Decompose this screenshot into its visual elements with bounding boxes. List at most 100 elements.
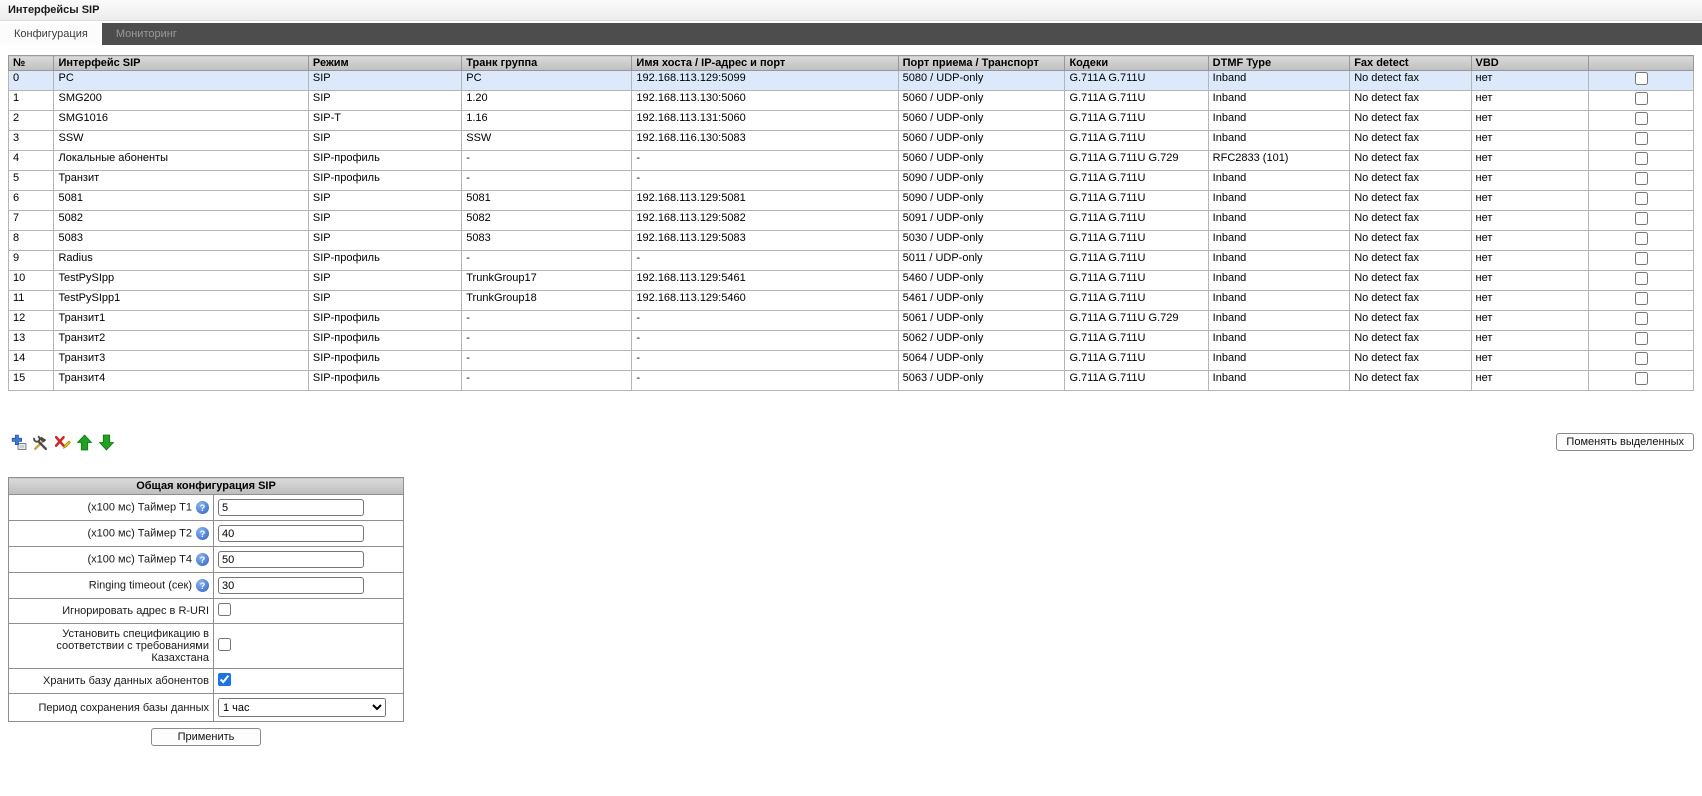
tab-configuration[interactable]: Конфигурация — [0, 23, 102, 45]
table-row[interactable]: 1 SMG200 SIP 1.20 192.168.113.130:5060 5060 /… — [7, 90, 1694, 111]
row-select-checkbox[interactable] — [1634, 152, 1648, 165]
cell-codecs: G.711A G.711U — [1064, 210, 1209, 231]
cell-trunk-group: - — [461, 150, 633, 171]
cell-interface-sip: Транзит3 — [53, 350, 309, 371]
row-select-checkbox[interactable] — [1634, 372, 1648, 385]
row-select-checkbox[interactable] — [1634, 272, 1648, 285]
db-save-period-select[interactable]: 1 час — [218, 698, 386, 717]
timer-t2-field[interactable] — [218, 525, 364, 542]
cell-vbd: нет — [1470, 90, 1590, 111]
cell-vbd: нет — [1470, 210, 1590, 231]
row-select-checkbox[interactable] — [1634, 212, 1648, 225]
cell-select — [1588, 350, 1694, 371]
store-subscriber-db-checkbox[interactable] — [218, 673, 231, 686]
move-up-icon[interactable] — [76, 433, 93, 451]
cell-host-ip-port: 192.168.116.130:5083 — [631, 130, 899, 151]
table-row[interactable]: 10 TestPySIpp SIP TrunkGroup17 192.168.113.1… — [7, 270, 1694, 291]
row-select-checkbox[interactable] — [1634, 232, 1648, 245]
cell-host-ip-port: - — [631, 150, 899, 171]
timer-t4-field[interactable] — [218, 551, 364, 568]
row-select-checkbox[interactable] — [1634, 112, 1648, 125]
table-row[interactable]: 5 Транзит SIP-профиль - -5090 / UDP-only G.71… — [7, 170, 1694, 191]
cell-fax-detect: No detect fax — [1349, 210, 1472, 231]
column-header-select — [1588, 55, 1694, 71]
field-label: Установить спецификацию в соответствии с… — [8, 623, 214, 669]
row-select-checkbox[interactable] — [1634, 312, 1648, 325]
field-control — [213, 623, 404, 669]
table-row[interactable]: 7 5082 SIP 5082 192.168.113.129:5082 5091 / U… — [7, 210, 1694, 231]
table-row[interactable]: 11 TestPySIpp1 SIP TrunkGroup18 192.168.113.… — [7, 290, 1694, 311]
table-row[interactable]: 2 SMG1016 SIP-T 1.16 192.168.113.131:5060 506… — [7, 110, 1694, 131]
row-select-checkbox[interactable] — [1634, 92, 1648, 105]
row-select-checkbox[interactable] — [1634, 332, 1648, 345]
table-row[interactable]: 12 Транзит1 SIP-профиль - -5061 / UDP-only G.… — [7, 310, 1694, 331]
cell-interface-sip: TestPySIpp — [53, 270, 309, 291]
help-icon[interactable] — [196, 579, 209, 592]
table-row[interactable]: 14 Транзит3 SIP-профиль - -5064 / UDP-only G.… — [7, 350, 1694, 371]
tab-monitoring[interactable]: Мониторинг — [115, 28, 177, 40]
table-actions-row: Поменять выделенных — [8, 433, 1694, 451]
cell-num: 5 — [7, 170, 55, 191]
row-select-checkbox[interactable] — [1634, 132, 1648, 145]
help-icon[interactable] — [196, 501, 209, 514]
cell-codecs: G.711A G.711U — [1064, 270, 1209, 291]
cell-vbd: нет — [1470, 290, 1590, 311]
column-header-codecs: Кодеки — [1064, 55, 1209, 71]
cell-rx-port-transport: 5060 / UDP-only — [897, 150, 1066, 171]
table-row[interactable]: 9 Radius SIP-профиль - -5011 / UDP-only G.711… — [7, 250, 1694, 271]
table-row[interactable]: 8 5083 SIP 5083 192.168.113.129:5083 5030 / U… — [7, 230, 1694, 251]
help-icon[interactable] — [196, 553, 209, 566]
cell-dtmf-type: Inband — [1207, 170, 1351, 191]
kazakhstan-spec-checkbox[interactable] — [218, 638, 231, 651]
cell-codecs: G.711A G.711U — [1064, 370, 1209, 391]
row-select-checkbox[interactable] — [1634, 72, 1648, 85]
field-control — [213, 572, 404, 599]
row-select-checkbox[interactable] — [1634, 292, 1648, 305]
apply-button[interactable]: Применить — [150, 728, 262, 746]
edit-interface-icon[interactable] — [32, 434, 49, 451]
field-label-text: Установить спецификацию в соответствии с… — [56, 628, 209, 664]
row-select-checkbox[interactable] — [1634, 192, 1648, 205]
cell-vbd: нет — [1470, 150, 1590, 171]
column-header-rx-port-transport: Порт приема / Транспорт — [897, 55, 1066, 71]
row-select-checkbox[interactable] — [1634, 352, 1648, 365]
cell-select — [1588, 150, 1694, 171]
timer-t1-field[interactable] — [218, 499, 364, 516]
table-row[interactable]: 3 SSW SIP SSW 192.168.116.130:5083 5060 / UDP… — [7, 130, 1694, 151]
cell-num: 11 — [7, 290, 55, 311]
ignore-r-uri-checkbox[interactable] — [218, 603, 231, 616]
cell-num: 12 — [7, 310, 55, 331]
table-row[interactable]: 4 Локальные абоненты SIP-профиль - -5060 / U… — [7, 150, 1694, 171]
table-row[interactable]: 13 Транзит2 SIP-профиль - -5062 / UDP-only G.… — [7, 330, 1694, 351]
cell-mode: SIP-профиль — [307, 150, 463, 171]
delete-interface-icon[interactable] — [54, 434, 71, 451]
cell-num: 10 — [7, 270, 55, 291]
field-label: Игнорировать адрес в R-URI — [8, 598, 214, 624]
row-select-checkbox[interactable] — [1634, 172, 1648, 185]
cell-num: 13 — [7, 330, 55, 351]
swap-selected-button[interactable]: Поменять выделенных — [1556, 433, 1694, 451]
cell-codecs: G.711A G.711U — [1064, 90, 1209, 111]
cell-select — [1588, 130, 1694, 151]
table-row[interactable]: 0 PC SIP PC 192.168.113.129:5099 5080 / UDP-o… — [7, 70, 1694, 91]
cell-codecs: G.711A G.711U — [1064, 170, 1209, 191]
help-icon[interactable] — [196, 527, 209, 540]
cell-mode: SIP — [307, 70, 463, 91]
cell-mode: SIP — [307, 130, 463, 151]
cell-select — [1588, 370, 1694, 391]
move-down-icon[interactable] — [98, 434, 115, 451]
form-row: Хранить базу данных абонентов — [8, 668, 404, 694]
cell-mode: SIP — [307, 230, 463, 251]
cell-fax-detect: No detect fax — [1349, 250, 1472, 271]
field-control — [213, 668, 404, 694]
cell-trunk-group: 1.20 — [461, 90, 633, 111]
add-interface-icon[interactable] — [10, 434, 27, 451]
cell-mode: SIP — [307, 90, 463, 111]
ringing-timeout-field[interactable] — [218, 577, 364, 594]
cell-host-ip-port: 192.168.113.129:5081 — [631, 190, 899, 211]
cell-trunk-group: - — [461, 250, 633, 271]
cell-trunk-group: 1.16 — [461, 110, 633, 131]
table-row[interactable]: 15 Транзит4 SIP-профиль - -5063 / UDP-only G.… — [7, 370, 1694, 391]
row-select-checkbox[interactable] — [1634, 252, 1648, 265]
table-row[interactable]: 6 5081 SIP 5081 192.168.113.129:5081 5090 / U… — [7, 190, 1694, 211]
